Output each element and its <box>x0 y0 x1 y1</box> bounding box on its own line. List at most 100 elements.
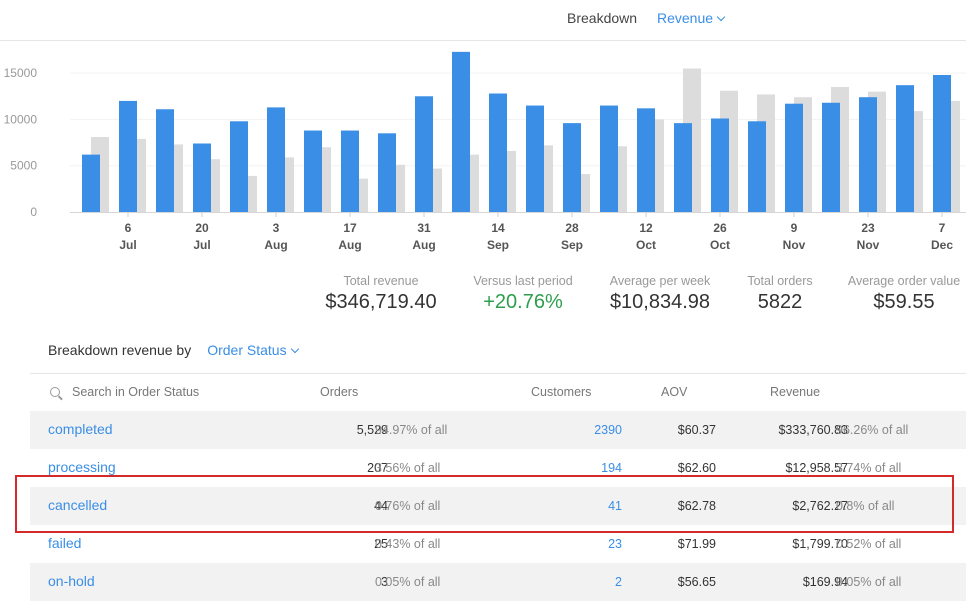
column-header-customers[interactable]: Customers <box>531 385 592 399</box>
x-tick-label-month: Aug <box>264 238 287 252</box>
y-tick-label: 0 <box>30 205 37 219</box>
status-link[interactable]: completed <box>48 421 113 437</box>
orders-value: 44 <box>374 499 388 513</box>
x-tick-label-day: 7 <box>939 221 946 235</box>
search-icon <box>50 387 60 397</box>
bar-current-period <box>415 96 433 212</box>
x-tick-label-day: 20 <box>195 221 209 235</box>
orders-percent: 0.05% of all <box>375 575 441 589</box>
customers-link[interactable]: 2 <box>615 575 622 589</box>
x-tick-label-month: Aug <box>412 238 435 252</box>
x-tick-label-month: Sep <box>561 238 583 252</box>
bar-current-period <box>637 108 655 212</box>
revenue-value: $2,762.27 <box>792 499 848 513</box>
customers-link[interactable]: 41 <box>608 499 622 513</box>
x-tick-label-month: Nov <box>857 238 880 252</box>
stat-value: +20.76% <box>483 291 563 313</box>
customers-link[interactable]: 23 <box>608 537 622 551</box>
bar-current-period <box>341 130 359 212</box>
table-row: on-hold 3 0.05% of all 2 $56.65 $169.94 … <box>30 563 966 601</box>
breakdown-label: Breakdown <box>567 10 638 26</box>
y-tick-label: 15000 <box>4 66 38 80</box>
x-tick-label-day: 17 <box>343 221 357 235</box>
customers-link[interactable]: 2390 <box>594 423 622 437</box>
bar-current-period <box>230 121 248 212</box>
revenue-percent: 0.52% of all <box>836 537 902 551</box>
revenue-value: $1,799.70 <box>792 537 848 551</box>
bar-current-period <box>156 109 174 212</box>
x-tick-label-day: 14 <box>491 221 505 235</box>
status-link[interactable]: on-hold <box>48 573 95 589</box>
x-tick-label-month: Sep <box>487 238 509 252</box>
revenue-value: $12,958.57 <box>785 461 848 475</box>
bar-current-period <box>452 51 470 213</box>
x-tick-label-day: 23 <box>861 221 875 235</box>
x-tick-label-day: 3 <box>273 221 280 235</box>
orders-value: 3 <box>381 575 388 589</box>
search-input[interactable]: Search in Order Status <box>50 385 199 399</box>
aov-value: $62.78 <box>677 499 716 513</box>
status-link[interactable]: processing <box>48 459 116 475</box>
x-tick-label-day: 9 <box>791 221 798 235</box>
chevron-down-icon <box>290 344 299 354</box>
aov-value: $56.65 <box>677 575 716 589</box>
column-header-aov[interactable]: AOV <box>661 385 688 399</box>
table-row: cancelled 44 0.76% of all 41 $62.78 $2,7… <box>30 487 966 525</box>
stat-total-revenue: Total revenue $346,719.40 <box>318 274 444 314</box>
orders-percent: 0.43% of all <box>375 537 441 551</box>
status-link[interactable]: cancelled <box>48 497 108 513</box>
x-tick-label-month: Nov <box>783 238 806 252</box>
stat-label: Average order value <box>847 274 961 288</box>
stat-label: Total orders <box>747 274 813 288</box>
stat-value: $10,834.98 <box>609 291 711 313</box>
bar-current-period <box>193 143 211 212</box>
customers-link[interactable]: 194 <box>601 461 622 475</box>
breakdown-dropdown-label: Revenue <box>657 10 714 26</box>
stat-value: $346,719.40 <box>325 291 437 313</box>
bar-current-period <box>378 133 396 212</box>
stat-value: 5822 <box>757 291 803 313</box>
bar-current-period <box>267 107 285 212</box>
revenue-percent: 96.26% of all <box>836 423 909 437</box>
x-tick-label-day: 6 <box>125 221 132 235</box>
breakdown-by-label: Breakdown revenue by <box>48 342 192 358</box>
bar-current-period <box>304 130 322 212</box>
table-header: Search in Order Status Orders Customers … <box>30 373 966 411</box>
x-tick-label-month: Jul <box>193 238 210 252</box>
orders-value: 207 <box>367 461 388 475</box>
revenue-percent: 3.74% of all <box>836 461 902 475</box>
stat-average-order-value: Average order value $59.55 <box>842 274 966 314</box>
stat-label: Average per week <box>609 274 711 288</box>
bar-current-period <box>859 97 877 212</box>
revenue-value: $333,760.83 <box>778 423 848 437</box>
y-tick-label: 5000 <box>10 159 37 173</box>
breakdown-dimension-dropdown[interactable]: Order Status <box>207 342 299 358</box>
status-link[interactable]: failed <box>48 535 82 551</box>
stat-average-per-week: Average per week $10,834.98 <box>600 274 720 314</box>
table-row: processing 207 3.56% of all 194 $62.60 $… <box>30 449 966 487</box>
x-tick-label-month: Oct <box>636 238 656 252</box>
bar-current-period <box>563 123 581 212</box>
table-row: failed 25 0.43% of all 23 $71.99 $1,799.… <box>30 525 966 563</box>
orders-value: 25 <box>374 537 388 551</box>
bar-current-period <box>711 118 729 212</box>
revenue-value: $169.94 <box>802 575 848 589</box>
orders-value: 5,529 <box>356 423 388 437</box>
orders-percent: 0.76% of all <box>375 499 441 513</box>
bar-current-period <box>526 105 544 212</box>
breakdown-dropdown[interactable]: Revenue <box>657 10 726 26</box>
breakdown-by: Breakdown revenue by Order Status <box>48 342 299 358</box>
x-tick-label-day: 31 <box>417 221 431 235</box>
aov-value: $60.37 <box>677 423 716 437</box>
table-row: completed 5,529 94.97% of all 2390 $60.3… <box>30 411 966 449</box>
y-tick-label: 10000 <box>4 112 38 126</box>
bar-current-period <box>489 93 507 212</box>
bar-current-period <box>785 103 803 212</box>
column-header-orders[interactable]: Orders <box>320 385 359 399</box>
orders-percent: 94.97% of all <box>375 423 448 437</box>
bar-current-period <box>119 100 137 212</box>
bar-current-period <box>600 105 618 212</box>
top-bar: Breakdown Revenue <box>0 0 966 41</box>
column-header-revenue[interactable]: Revenue <box>770 385 821 399</box>
bar-current-period <box>822 102 840 212</box>
